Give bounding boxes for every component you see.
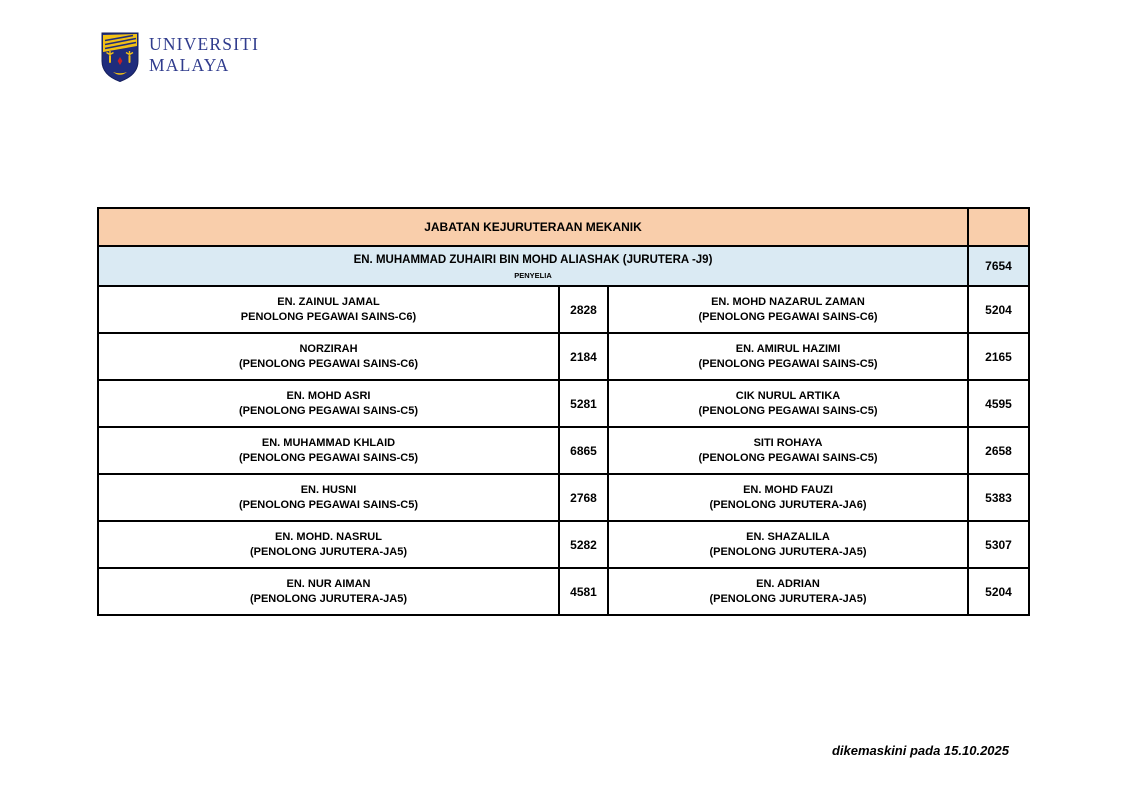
staff-cell: CIK NURUL ARTIKA (PENOLONG PEGAWAI SAINS… <box>607 379 969 428</box>
staff-cell: SITI ROHAYA (PENOLONG PEGAWAI SAINS-C5) <box>607 426 969 475</box>
extension-number: 2658 <box>967 426 1030 475</box>
staff-name: EN. ZAINUL JAMAL <box>277 296 380 308</box>
staff-cell: NORZIRAH (PENOLONG PEGAWAI SAINS-C6) <box>97 332 560 381</box>
department-ext-cell-empty <box>967 207 1030 247</box>
staff-name: EN. MOHD. NASRUL <box>275 531 382 543</box>
supervisor-row: EN. MUHAMMAD ZUHAIRI BIN MOHD ALIASHAK (… <box>97 245 1030 287</box>
staff-cell: EN. NUR AIMAN (PENOLONG JURUTERA-JA5) <box>97 567 560 616</box>
staff-title: (PENOLONG JURUTERA-JA5) <box>709 592 867 605</box>
staff-cell: EN. ADRIAN (PENOLONG JURUTERA-JA5) <box>607 567 969 616</box>
staff-cell: EN. MOHD. NASRUL (PENOLONG JURUTERA-JA5) <box>97 520 560 569</box>
extension-number: 2828 <box>558 285 609 334</box>
staff-name: EN. MOHD FAUZI <box>743 484 833 496</box>
table-row: NORZIRAH (PENOLONG PEGAWAI SAINS-C6) 218… <box>97 332 1030 381</box>
extension-number: 5307 <box>967 520 1030 569</box>
staff-cell: EN. ZAINUL JAMAL PENOLONG PEGAWAI SAINS-… <box>97 285 560 334</box>
staff-title: (PENOLONG JURUTERA-JA5) <box>249 545 408 558</box>
table-row: EN. ZAINUL JAMAL PENOLONG PEGAWAI SAINS-… <box>97 285 1030 334</box>
staff-cell: EN. MOHD ASRI (PENOLONG PEGAWAI SAINS-C5… <box>97 379 560 428</box>
table-row: EN. MOHD. NASRUL (PENOLONG JURUTERA-JA5)… <box>97 520 1030 569</box>
staff-title: PENOLONG PEGAWAI SAINS-C6) <box>240 310 417 323</box>
staff-name: EN. HUSNI <box>300 484 357 496</box>
university-crest-icon <box>101 32 139 83</box>
supervisor-cell: EN. MUHAMMAD ZUHAIRI BIN MOHD ALIASHAK (… <box>97 245 969 287</box>
extension-number: 5204 <box>967 285 1030 334</box>
supervisor-name: EN. MUHAMMAD ZUHAIRI BIN MOHD ALIASHAK (… <box>353 253 713 266</box>
staff-name: EN. MUHAMMAD KHLAID <box>261 437 396 449</box>
staff-cell: EN. MOHD FAUZI (PENOLONG JURUTERA-JA6) <box>607 473 969 522</box>
extension-number: 7654 <box>967 245 1030 287</box>
staff-name: EN. MOHD NAZARUL ZAMAN <box>711 296 865 308</box>
staff-title: (PENOLONG PEGAWAI SAINS-C6) <box>698 310 878 323</box>
staff-name: NORZIRAH <box>299 343 358 355</box>
staff-name: SITI ROHAYA <box>753 437 823 449</box>
department-header-row: JABATAN KEJURUTERAAN MEKANIK <box>97 207 1030 247</box>
staff-cell: EN. MUHAMMAD KHLAID (PENOLONG PEGAWAI SA… <box>97 426 560 475</box>
staff-rows: EN. ZAINUL JAMAL PENOLONG PEGAWAI SAINS-… <box>97 285 1030 616</box>
staff-title: (PENOLONG PEGAWAI SAINS-C5) <box>698 404 878 417</box>
staff-title: (PENOLONG JURUTERA-JA6) <box>709 498 867 511</box>
department-title: JABATAN KEJURUTERAAN MEKANIK <box>424 220 642 234</box>
university-name-line2: MALAYA <box>149 55 230 75</box>
staff-title: (PENOLONG JURUTERA-JA5) <box>709 545 867 558</box>
staff-title: (PENOLONG PEGAWAI SAINS-C5) <box>238 451 419 464</box>
extension-number: 2768 <box>558 473 609 522</box>
staff-name: EN. AMIRUL HAZIMI <box>735 343 841 355</box>
staff-title: (PENOLONG JURUTERA-JA5) <box>249 592 408 605</box>
staff-title: (PENOLONG PEGAWAI SAINS-C5) <box>698 357 878 370</box>
department-title-cell: JABATAN KEJURUTERAAN MEKANIK <box>97 207 969 247</box>
extension-number: 6865 <box>558 426 609 475</box>
table-row: EN. HUSNI (PENOLONG PEGAWAI SAINS-C5) 27… <box>97 473 1030 522</box>
staff-title: (PENOLONG PEGAWAI SAINS-C5) <box>238 404 419 417</box>
university-logo: UNIVERSITI MALAYA <box>100 31 259 83</box>
staff-name: EN. SHAZALILA <box>746 531 830 543</box>
staff-title: (PENOLONG PEGAWAI SAINS-C6) <box>238 357 419 370</box>
extension-number: 5281 <box>558 379 609 428</box>
last-updated-note: dikemaskini pada 15.10.2025 <box>831 743 1009 758</box>
university-name-line1: UNIVERSITI <box>149 34 260 54</box>
extension-number: 5383 <box>967 473 1030 522</box>
extension-number: 5282 <box>558 520 609 569</box>
extension-number: 2165 <box>967 332 1030 381</box>
staff-title: (PENOLONG PEGAWAI SAINS-C5) <box>698 451 878 464</box>
extension-number: 4595 <box>967 379 1030 428</box>
extension-number: 4581 <box>558 567 609 616</box>
staff-title: (PENOLONG PEGAWAI SAINS-C5) <box>238 498 419 511</box>
staff-cell: EN. SHAZALILA (PENOLONG JURUTERA-JA5) <box>607 520 969 569</box>
table-row: EN. NUR AIMAN (PENOLONG JURUTERA-JA5) 45… <box>97 567 1030 616</box>
table-row: EN. MOHD ASRI (PENOLONG PEGAWAI SAINS-C5… <box>97 379 1030 428</box>
staff-name: EN. MOHD ASRI <box>286 390 371 402</box>
staff-name: CIK NURUL ARTIKA <box>735 390 841 402</box>
staff-cell: EN. HUSNI (PENOLONG PEGAWAI SAINS-C5) <box>97 473 560 522</box>
staff-name: EN. NUR AIMAN <box>286 578 371 590</box>
supervisor-role: PENYELIA <box>514 270 552 280</box>
extension-number: 2184 <box>558 332 609 381</box>
staff-name: EN. ADRIAN <box>756 578 820 590</box>
staff-cell: EN. MOHD NAZARUL ZAMAN (PENOLONG PEGAWAI… <box>607 285 969 334</box>
university-name: UNIVERSITI MALAYA <box>149 31 259 76</box>
extension-number: 5204 <box>967 567 1030 616</box>
phone-directory-table: JABATAN KEJURUTERAAN MEKANIK EN. MUHAMMA… <box>97 207 1030 616</box>
table-row: EN. MUHAMMAD KHLAID (PENOLONG PEGAWAI SA… <box>97 426 1030 475</box>
staff-cell: EN. AMIRUL HAZIMI (PENOLONG PEGAWAI SAIN… <box>607 332 969 381</box>
